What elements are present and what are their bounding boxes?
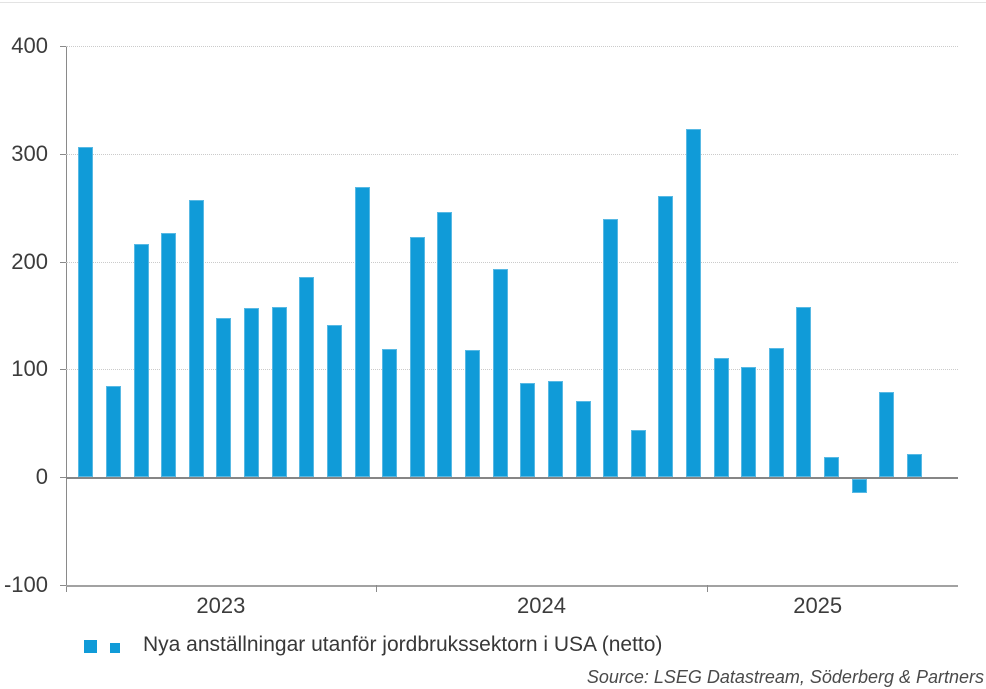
x-axis-year-label: 2023	[196, 593, 246, 618]
bar	[906, 453, 922, 478]
bar	[492, 269, 508, 478]
zero-line	[66, 476, 958, 479]
y-axis-tick	[60, 369, 66, 371]
y-axis-tick	[60, 477, 66, 479]
x-axis	[66, 585, 958, 587]
plot-area	[66, 46, 958, 585]
bar	[851, 478, 867, 493]
y-axis-tick	[60, 261, 66, 263]
bar	[437, 212, 453, 478]
bar	[299, 276, 315, 478]
legend-marker-small-icon	[110, 642, 120, 653]
x-axis-tick	[375, 585, 377, 592]
x-axis-year-label: 2024	[517, 593, 566, 618]
bar	[188, 200, 204, 478]
bar	[713, 357, 729, 478]
bar	[382, 348, 398, 478]
bar	[685, 129, 701, 478]
x-axis-year-label: 2025	[793, 593, 843, 618]
gridline	[66, 369, 958, 371]
bar	[409, 236, 425, 478]
legend-label: Nya anställningar utanför jordbrukssekto…	[143, 633, 663, 656]
bar	[244, 308, 259, 478]
bar	[824, 456, 839, 478]
y-axis-tick	[60, 585, 66, 586]
gridline	[66, 261, 958, 263]
bar	[520, 383, 536, 478]
legend: Nya anställningar utanför jordbrukssekto…	[84, 633, 662, 657]
bar	[658, 195, 674, 478]
y-axis-label: 0	[35, 464, 48, 490]
bar	[630, 429, 646, 478]
gridline	[66, 153, 958, 155]
x-axis-tick	[707, 585, 709, 592]
bar	[796, 306, 812, 478]
y-axis-label: 400	[11, 33, 48, 58]
bar	[78, 147, 94, 478]
bar	[161, 232, 177, 478]
bar	[271, 306, 287, 478]
bar	[547, 381, 563, 478]
bar	[575, 400, 591, 478]
bar	[326, 325, 342, 478]
bar	[879, 392, 895, 478]
y-axis-label: 200	[11, 248, 48, 274]
y-axis-tick	[60, 153, 66, 155]
bar	[133, 244, 149, 478]
legend-marker-large-icon	[84, 639, 97, 653]
y-axis-label: 100	[11, 356, 48, 382]
bar	[741, 367, 757, 478]
bar	[768, 347, 784, 478]
bar	[465, 350, 480, 478]
source-credit: Source: LSEG Datastream, Söderberg & Par…	[586, 667, 984, 687]
y-axis-tick	[60, 46, 66, 47]
bar	[603, 218, 619, 478]
gridline	[66, 46, 958, 47]
bar	[354, 187, 370, 478]
y-axis	[66, 46, 67, 592]
bar	[216, 317, 232, 478]
bar	[105, 385, 121, 478]
y-axis-label: 300	[11, 140, 48, 166]
y-axis-label: -100	[3, 572, 48, 597]
page-top-border	[0, 2, 986, 3]
